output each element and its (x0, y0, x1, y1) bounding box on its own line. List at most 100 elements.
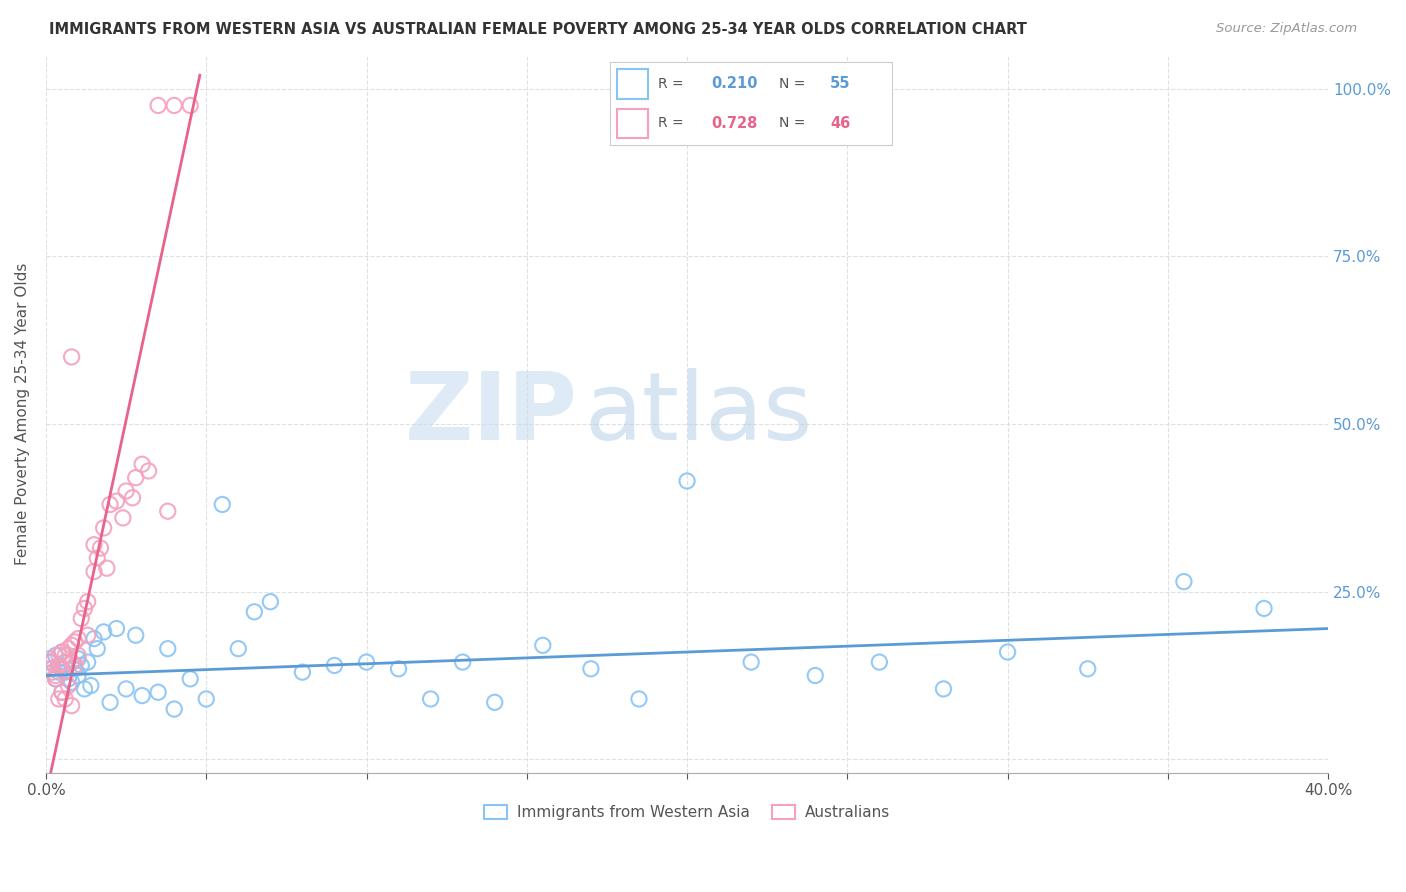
Point (356, 655, 378, 669)
Point (86, 641, 108, 656)
Point (156, 641, 179, 656)
Text: atlas: atlas (585, 368, 813, 460)
Point (53, 648, 76, 663)
Point (531, 638, 554, 652)
Point (58, 672, 80, 686)
Point (45, 672, 67, 686)
Y-axis label: Female Poverty Among 25-34 Year Olds: Female Poverty Among 25-34 Year Olds (15, 263, 30, 566)
Point (997, 645, 1019, 659)
Point (53, 655, 76, 669)
Point (45, 672, 67, 686)
Point (63, 662, 86, 676)
Point (163, 98, 186, 112)
Point (121, 491, 143, 505)
Point (83, 565, 105, 579)
Point (38, 655, 60, 669)
Point (115, 484, 138, 499)
Point (70, 611, 93, 625)
Point (259, 595, 281, 609)
Point (48, 665, 70, 680)
Point (73, 681, 96, 696)
Point (1253, 601, 1275, 615)
Point (58, 679, 80, 693)
Point (66, 648, 89, 663)
Point (179, 672, 201, 686)
Point (1173, 574, 1195, 589)
Point (45, 648, 67, 663)
Point (73, 601, 96, 615)
Point (58, 641, 80, 656)
Point (38, 651, 60, 665)
Point (98, 695, 121, 709)
Point (243, 605, 266, 619)
Point (51, 662, 73, 676)
Point (89, 541, 111, 555)
Point (83, 632, 105, 646)
Point (146, 685, 169, 699)
Point (1077, 662, 1099, 676)
Point (48, 648, 70, 663)
Point (70, 658, 93, 673)
Point (38, 662, 60, 676)
Point (51, 685, 73, 699)
Text: ZIP: ZIP (405, 368, 578, 460)
Point (105, 494, 128, 508)
Point (932, 681, 955, 696)
Point (41, 662, 63, 676)
Point (60, 698, 83, 713)
Point (387, 662, 409, 676)
Point (66, 651, 89, 665)
Point (195, 692, 218, 706)
Point (98, 498, 121, 512)
Point (48, 692, 70, 706)
Point (60, 655, 83, 669)
Point (86, 551, 108, 566)
Point (93, 521, 115, 535)
Point (115, 681, 138, 696)
Point (66, 632, 89, 646)
Point (291, 665, 314, 680)
Point (323, 658, 346, 673)
Point (131, 689, 153, 703)
Point (131, 457, 153, 471)
Text: IMMIGRANTS FROM WESTERN ASIA VS AUSTRALIAN FEMALE POVERTY AMONG 25-34 YEAR OLDS : IMMIGRANTS FROM WESTERN ASIA VS AUSTRALI… (49, 22, 1028, 37)
Point (53, 655, 76, 669)
Legend: Immigrants from Western Asia, Australians: Immigrants from Western Asia, Australian… (478, 799, 896, 826)
Point (156, 504, 179, 518)
Point (451, 655, 474, 669)
Point (51, 645, 73, 659)
Point (579, 662, 602, 676)
Point (226, 641, 249, 656)
Point (66, 668, 89, 682)
Point (93, 624, 115, 639)
Point (105, 622, 128, 636)
Point (63, 658, 86, 673)
Point (63, 635, 86, 649)
Point (138, 464, 160, 478)
Point (48, 658, 70, 673)
Point (125, 470, 148, 484)
Point (179, 98, 201, 112)
Point (51, 645, 73, 659)
Point (45, 668, 67, 682)
Text: Source: ZipAtlas.com: Source: ZipAtlas.com (1216, 22, 1357, 36)
Point (96, 561, 118, 575)
Point (146, 98, 169, 112)
Point (41, 655, 63, 669)
Point (627, 692, 650, 706)
Point (76, 655, 98, 669)
Point (740, 655, 762, 669)
Point (76, 628, 98, 642)
Point (48, 658, 70, 673)
Point (60, 350, 83, 364)
Point (484, 695, 506, 709)
Point (53, 665, 76, 680)
Point (125, 628, 148, 642)
Point (51, 685, 73, 699)
Point (60, 675, 83, 690)
Point (676, 474, 699, 488)
Point (419, 692, 441, 706)
Point (211, 498, 233, 512)
Point (804, 668, 827, 682)
Point (53, 692, 76, 706)
